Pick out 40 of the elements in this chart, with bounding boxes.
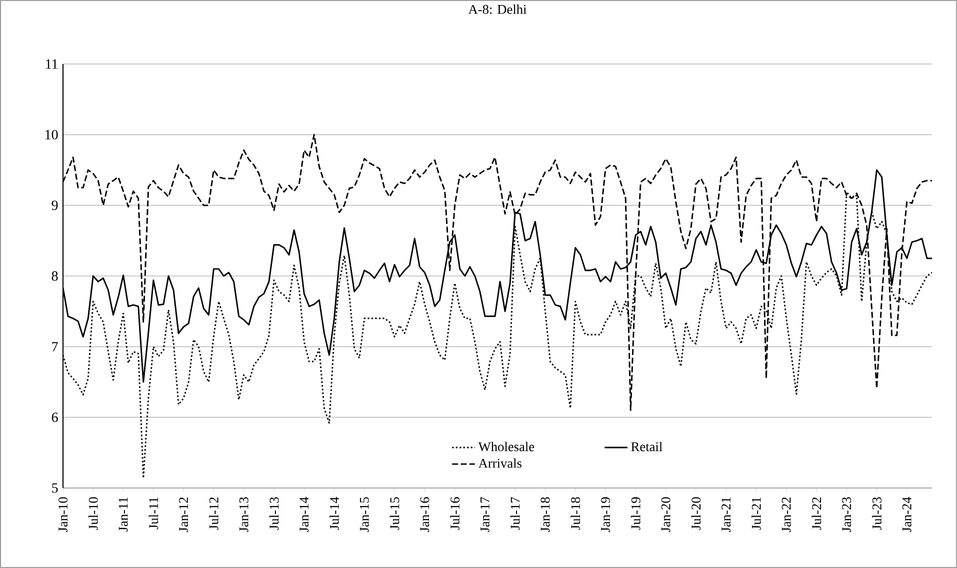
legend-label: Retail <box>631 442 662 452</box>
legend-label: Arrivals <box>478 458 522 468</box>
x-tick-label: Jan-11 <box>118 498 128 532</box>
y-tick-label: 10 <box>46 130 58 140</box>
x-tick-label: Jul-17 <box>510 497 520 530</box>
x-tick-label: Jul-10 <box>88 497 98 530</box>
y-tick-label: 11 <box>46 59 58 69</box>
x-tick-label: Jul-22 <box>812 497 822 530</box>
x-tick-label: Jan-20 <box>661 497 670 532</box>
x-tick-label: Jul-20 <box>691 497 701 530</box>
legend-label: Wholesale <box>478 442 534 452</box>
x-tick-label: Jul-14 <box>330 496 339 530</box>
x-tick-label: Jul-19 <box>630 497 640 530</box>
x-tick-label: Jan-12 <box>179 497 188 532</box>
y-tick-label: 6 <box>52 412 58 422</box>
x-tick-label: Jan-22 <box>782 497 791 532</box>
x-tick-label: Jan-24 <box>902 496 912 532</box>
y-tick-label: 8 <box>52 271 58 281</box>
x-tick-label: Jan-21 <box>722 498 731 532</box>
x-tick-label: Jan-18 <box>540 497 550 532</box>
x-tick-label: Jan-16 <box>420 497 430 532</box>
y-tick-label: 9 <box>52 200 58 210</box>
x-tick-label: Jul-15 <box>390 497 400 530</box>
x-tick-label: Jan-13 <box>239 497 248 532</box>
x-tick-label: Jan-14 <box>300 496 309 532</box>
x-tick-label: Jan-10 <box>58 497 68 532</box>
x-tick-label: Jul-11 <box>148 498 158 530</box>
x-tick-label: Jan-17 <box>480 497 490 532</box>
x-tick-label: Jan-19 <box>601 497 610 532</box>
x-tick-label: Jul-12 <box>208 497 218 530</box>
x-tick-label: Jul-21 <box>751 498 761 530</box>
chart-title: A-8: Delhi <box>468 4 526 14</box>
x-tick-label: Jul-23 <box>872 497 882 530</box>
y-tick-label: 5 <box>52 483 58 493</box>
x-tick-label: Jan-23 <box>842 497 852 532</box>
x-tick-label: Jul-18 <box>570 497 580 530</box>
x-tick-label: Jan-15 <box>360 497 369 532</box>
x-tick-label: Jul-16 <box>450 497 460 530</box>
y-tick-label: 7 <box>52 342 58 352</box>
x-tick-label: Jul-13 <box>269 497 279 530</box>
